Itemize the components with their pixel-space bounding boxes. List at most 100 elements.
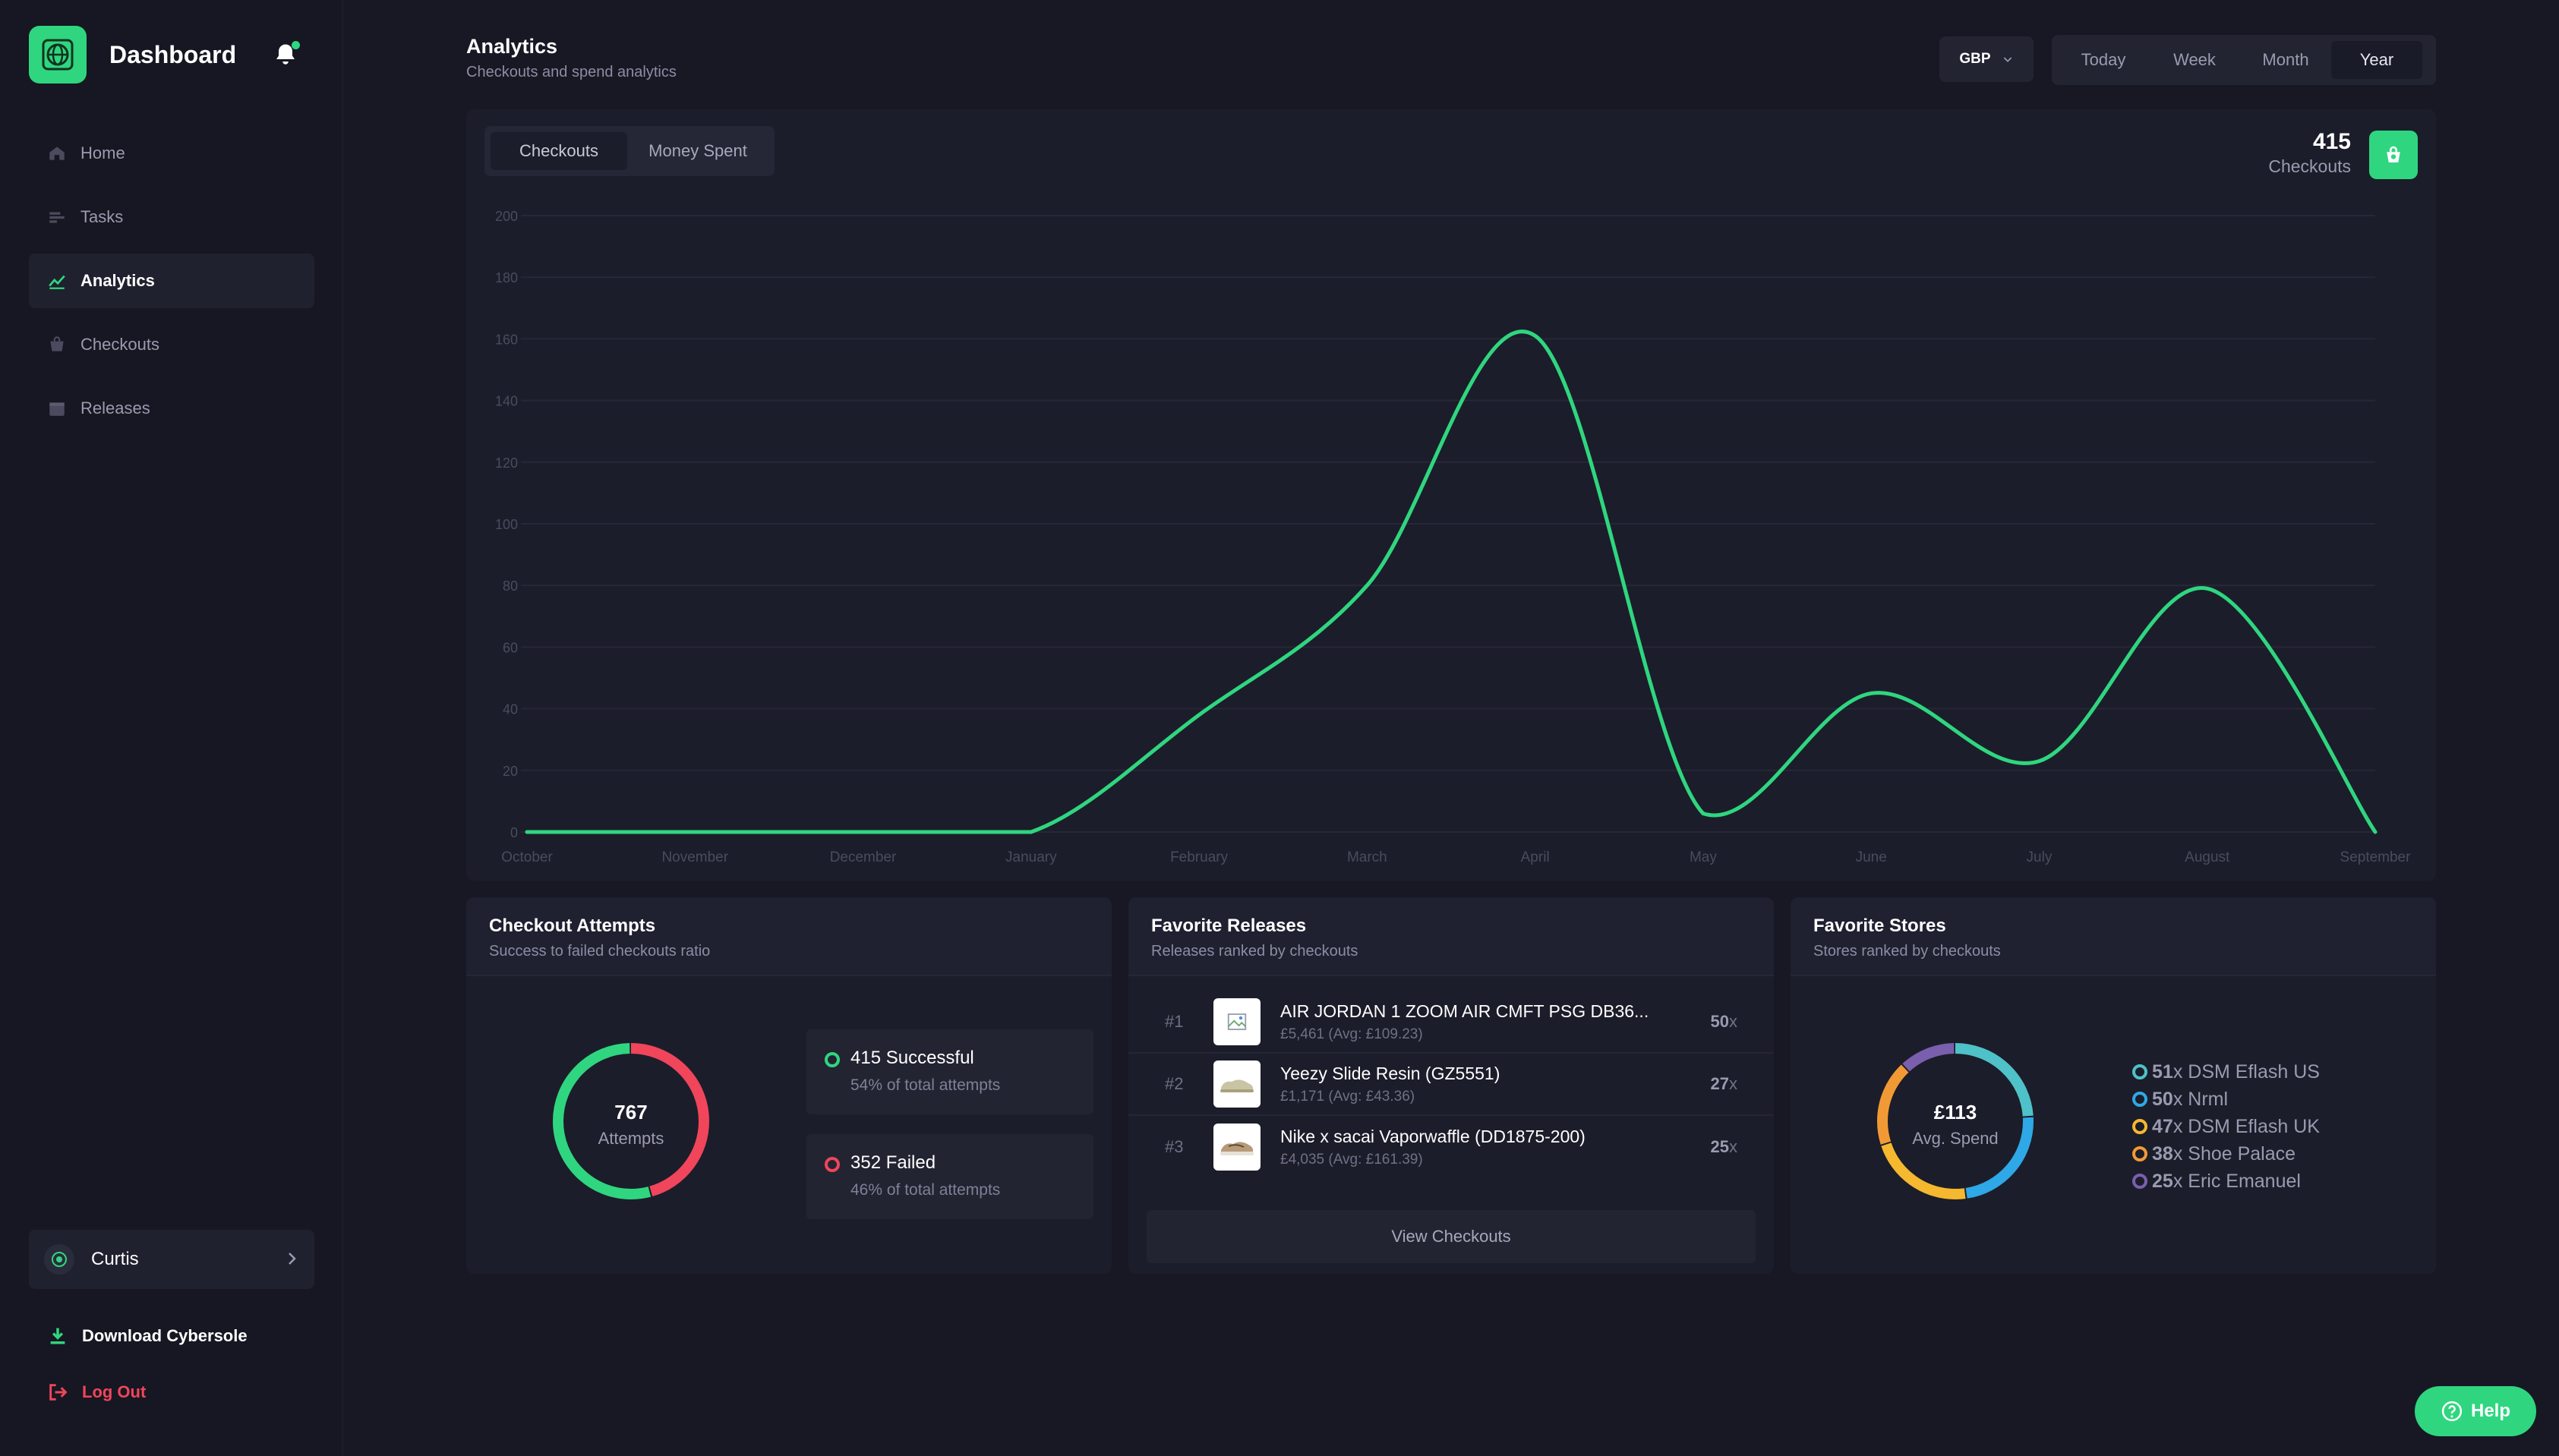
- list-item[interactable]: 51 x DSM Eflash US: [2132, 1058, 2320, 1086]
- favorite-stores-card: Favorite Stores Stores ranked by checkou…: [1791, 897, 2436, 1274]
- list-item[interactable]: 50 x Nrml: [2132, 1086, 2320, 1113]
- time-range-selector: Today Week Month Year: [2052, 35, 2436, 85]
- user-menu[interactable]: Curtis: [29, 1230, 314, 1289]
- range-year[interactable]: Year: [2331, 41, 2422, 79]
- logout-link[interactable]: Log Out: [47, 1382, 146, 1403]
- help-button[interactable]: Help: [2415, 1386, 2536, 1436]
- release-name: Nike x sacai Vaporwaffle (DD1875-200): [1280, 1126, 1586, 1146]
- sidebar-item-home[interactable]: Home: [29, 126, 314, 181]
- sidebar-item-tasks[interactable]: Tasks: [29, 190, 314, 244]
- avg-spend-value: £113: [1933, 1101, 1977, 1124]
- legend-label: 415 Successful: [850, 1048, 974, 1068]
- page-subtitle: Checkouts and spend analytics: [466, 64, 677, 80]
- card-header: Favorite Stores Stores ranked by checkou…: [1791, 897, 2436, 976]
- checkouts-stat-icon: [2369, 131, 2418, 179]
- release-row[interactable]: #2 Yeezy Slide Resin (GZ5551) £1,171 (Av…: [1128, 1054, 1774, 1116]
- stores-donut: [1877, 1043, 2034, 1199]
- release-name: AIR JORDAN 1 ZOOM AIR CMFT PSG DB36...: [1280, 1001, 1649, 1021]
- card-subtitle: Stores ranked by checkouts: [1813, 943, 2001, 960]
- range-today[interactable]: Today: [2081, 50, 2126, 69]
- x-tick-label: April: [1521, 849, 1550, 865]
- y-tick-label: 140: [495, 394, 518, 409]
- donut-center: £113 Avg. Spend: [1879, 1101, 2031, 1149]
- tab-checkouts[interactable]: Checkouts: [491, 132, 627, 170]
- release-count: 25x: [1698, 1137, 1774, 1157]
- store-ring-icon: [2132, 1119, 2147, 1134]
- sidebar-item-checkouts[interactable]: Checkouts: [29, 317, 314, 372]
- x-tick-label: June: [1856, 849, 1887, 865]
- store-segment: [1877, 1043, 2034, 1199]
- help-label: Help: [2470, 1401, 2510, 1421]
- store-ring-icon: [2132, 1146, 2147, 1161]
- sidebar-item-label: Checkouts: [80, 335, 159, 354]
- attempts-segment: [553, 1043, 709, 1199]
- broken-image-icon: [1213, 998, 1261, 1045]
- tab-money-spent[interactable]: Money Spent: [648, 141, 747, 160]
- attempts-total-label: Attempts: [598, 1129, 664, 1148]
- sidebar-item-label: Analytics: [80, 271, 155, 290]
- release-row[interactable]: #3 Nike x sacai Vaporwaffle (DD1875-200)…: [1128, 1116, 1774, 1178]
- currency-value: GBP: [1959, 51, 1991, 67]
- logout-icon: [49, 1384, 68, 1401]
- release-count: 50x: [1698, 1012, 1774, 1032]
- release-name: Yeezy Slide Resin (GZ5551): [1280, 1063, 1500, 1083]
- store-count: 25: [2152, 1170, 2173, 1192]
- y-tick-label: 200: [495, 209, 518, 224]
- bell-icon[interactable]: [272, 41, 299, 68]
- analytics-icon: [49, 275, 65, 289]
- card-header: Favorite Releases Releases ranked by che…: [1128, 897, 1774, 976]
- x-tick-label: December: [830, 849, 897, 865]
- store-segment: [1877, 1043, 2034, 1199]
- checkouts-icon: [50, 336, 64, 351]
- list-item[interactable]: 25 x Eric Emanuel: [2132, 1168, 2320, 1195]
- download-link[interactable]: Download Cybersole: [47, 1325, 248, 1347]
- success-ring-icon: [825, 1052, 840, 1067]
- count-suffix: x: [2172, 1088, 2183, 1110]
- view-checkouts-button[interactable]: View Checkouts: [1147, 1210, 1756, 1263]
- sidebar-nav: Home Tasks Analytics Checkouts Releases: [29, 126, 314, 445]
- download-icon: [50, 1328, 65, 1344]
- x-tick-label: January: [1005, 849, 1057, 865]
- store-count: 38: [2152, 1142, 2173, 1164]
- card-title: Favorite Releases: [1151, 916, 1307, 936]
- globe-logo-icon[interactable]: [29, 26, 87, 84]
- sidebar-item-releases[interactable]: Releases: [29, 381, 314, 436]
- store-segment: [1877, 1043, 2034, 1199]
- favorite-releases-card: Favorite Releases Releases ranked by che…: [1128, 897, 1774, 1274]
- x-tick-label: March: [1347, 849, 1387, 865]
- legend-label: 352 Failed: [850, 1152, 936, 1173]
- tasks-icon: [49, 212, 65, 223]
- count-suffix: x: [1729, 1137, 1737, 1156]
- store-count: 50: [2152, 1088, 2173, 1110]
- failed-ring-icon: [825, 1157, 840, 1172]
- x-tick-label: November: [661, 849, 728, 865]
- release-row[interactable]: #1 AIR JORDAN 1 ZOOM AIR CMFT PSG DB36..…: [1128, 991, 1774, 1054]
- legend-sub: 46% of total attempts: [850, 1181, 1001, 1199]
- count-suffix: x: [2172, 1060, 2183, 1083]
- range-week[interactable]: Week: [2173, 50, 2216, 69]
- y-tick-label: 120: [495, 455, 518, 471]
- checkout-attempts-card: Checkout Attempts Success to failed chec…: [466, 897, 1112, 1274]
- range-month[interactable]: Month: [2262, 50, 2309, 69]
- release-info: Yeezy Slide Resin (GZ5551) £1,171 (Avg: …: [1280, 1064, 1698, 1105]
- currency-select[interactable]: GBP: [1939, 36, 2034, 82]
- download-label: Download Cybersole: [82, 1326, 248, 1345]
- y-tick-label: 180: [495, 270, 518, 285]
- release-price: £1,171 (Avg: £43.36): [1280, 1088, 1415, 1105]
- release-rank: #3: [1165, 1137, 1184, 1156]
- count-suffix: x: [1729, 1012, 1737, 1031]
- x-tick-label: July: [2027, 849, 2053, 865]
- legend-successful: 415 Successful 54% of total attempts: [806, 1029, 1093, 1114]
- store-list: 51 x DSM Eflash US 50 x Nrml 47 x DSM Eflas…: [2132, 1058, 2320, 1195]
- count-value: 50: [1710, 1012, 1729, 1031]
- card-subtitle: Success to failed checkouts ratio: [489, 943, 711, 960]
- logout-label: Log Out: [82, 1382, 147, 1401]
- list-item[interactable]: 38 x Shoe Palace: [2132, 1140, 2320, 1168]
- release-info: Nike x sacai Vaporwaffle (DD1875-200) £4…: [1280, 1127, 1698, 1168]
- sidebar-item-analytics[interactable]: Analytics: [29, 254, 314, 308]
- legend-failed: 352 Failed 46% of total attempts: [806, 1134, 1093, 1219]
- attempts-donut: [553, 1043, 709, 1199]
- y-tick-label: 160: [495, 332, 518, 347]
- brand: Dashboard: [29, 26, 236, 84]
- list-item[interactable]: 47 x DSM Eflash UK: [2132, 1113, 2320, 1140]
